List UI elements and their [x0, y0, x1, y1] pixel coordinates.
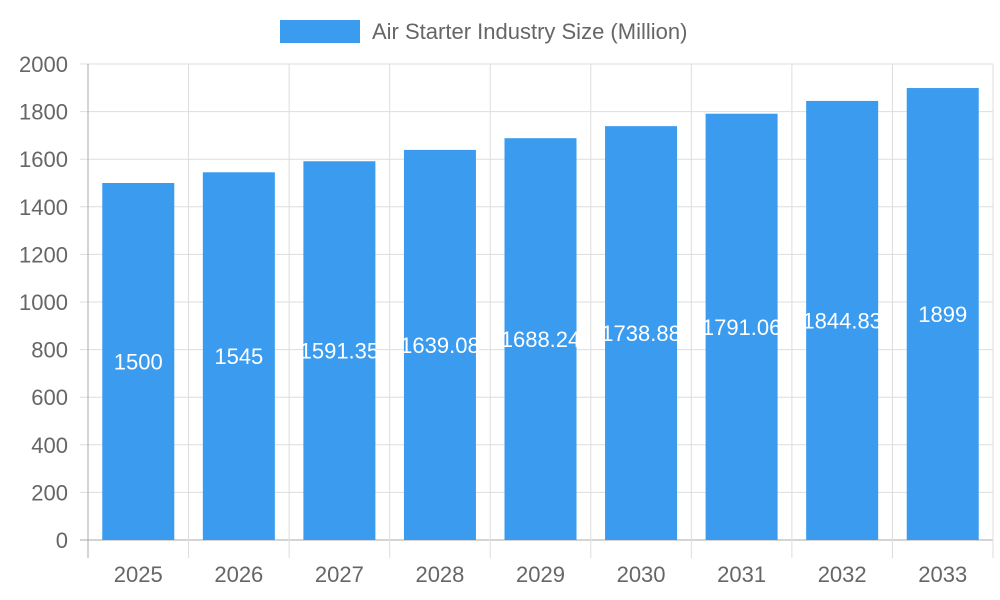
data-label: 1500 [114, 350, 163, 375]
data-labels: 1500 1545 1591.35 1639.08 1688.24 1738.88 1791… [114, 302, 967, 374]
legend-label: Air Starter Industry Size (Million) [372, 19, 687, 44]
bar [806, 100, 879, 541]
data-label: 1639.08 [400, 333, 480, 358]
data-label: 1545 [214, 344, 263, 369]
x-axis: 2025 2026 2027 2028 2029 2030 2031 2032 2033 [114, 562, 967, 587]
bar [906, 88, 979, 541]
y-tick-label: 600 [31, 385, 68, 410]
y-tick-label: 0 [56, 528, 68, 553]
data-label: 1791.06 [702, 315, 782, 340]
bar [102, 183, 175, 540]
x-tick-label: 2025 [114, 562, 163, 587]
x-tick-label: 2031 [717, 562, 766, 587]
x-tick-label: 2029 [516, 562, 565, 587]
x-tick-label: 2032 [818, 562, 867, 587]
data-label: 1899 [918, 302, 967, 327]
y-tick-label: 1400 [19, 195, 68, 220]
y-tick-label: 1200 [19, 242, 68, 267]
x-tick-label: 2026 [214, 562, 263, 587]
data-label: 1738.88 [601, 321, 681, 346]
bar [605, 126, 678, 541]
data-label: 1591.35 [300, 339, 380, 364]
y-tick-label: 1800 [19, 100, 68, 125]
x-tick-label: 2027 [315, 562, 364, 587]
bar [403, 149, 476, 540]
y-tick-label: 200 [31, 480, 68, 505]
y-tick-label: 400 [31, 433, 68, 458]
bar [705, 113, 778, 540]
data-label: 1688.24 [501, 327, 581, 352]
bar [202, 172, 275, 541]
data-label: 1844.83 [802, 308, 882, 333]
x-tick-label: 2033 [918, 562, 967, 587]
y-tick-label: 2000 [19, 52, 68, 77]
bar [504, 138, 577, 540]
x-tick-label: 2028 [415, 562, 464, 587]
legend[interactable]: Air Starter Industry Size (Million) [280, 19, 687, 44]
bar [303, 161, 376, 540]
bars [102, 88, 979, 541]
legend-swatch [280, 20, 360, 43]
y-tick-label: 1000 [19, 290, 68, 315]
y-tick-label: 1600 [19, 147, 68, 172]
x-tick-label: 2030 [617, 562, 666, 587]
y-tick-label: 800 [31, 338, 68, 363]
y-axis: 0 200 400 600 800 1000 1200 1400 1600 1800 2000 [19, 52, 68, 553]
